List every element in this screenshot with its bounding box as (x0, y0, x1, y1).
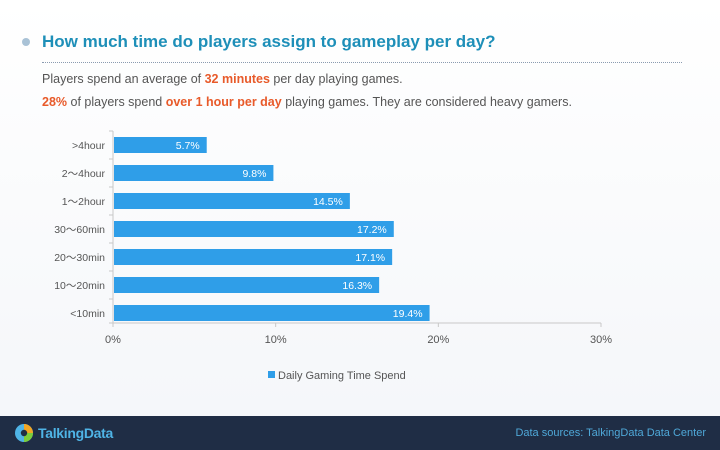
bar (114, 305, 430, 321)
logo-text: TalkingData (38, 425, 114, 441)
y-tick-label: >4hour (72, 140, 105, 152)
talkingdata-logo-icon (15, 424, 33, 442)
title-divider (42, 62, 682, 63)
summary-highlight: over 1 hour per day (165, 95, 282, 109)
data-source-text: Data sources: TalkingData Data Center (515, 427, 706, 439)
legend-label: Daily Gaming Time Spend (278, 370, 406, 382)
y-tick-label: 1～2hour (62, 196, 106, 208)
y-tick-label: 30～60min (54, 224, 105, 236)
summary-text: Players spend an average of (42, 72, 205, 86)
page-title: How much time do players assign to gamep… (42, 32, 496, 51)
bar (114, 137, 207, 153)
bar (114, 165, 274, 181)
legend-swatch (268, 371, 275, 378)
bar (114, 277, 380, 293)
summary-text: playing games. They are considered heavy… (281, 95, 572, 109)
data-label: 14.5% (313, 196, 343, 208)
y-tick-label: 2～4hour (62, 168, 106, 180)
data-label: 17.2% (357, 224, 387, 236)
data-label: 19.4% (393, 308, 423, 320)
y-tick-label: 10～20min (54, 280, 105, 292)
data-label: 17.1% (355, 252, 385, 264)
data-label: 9.8% (242, 168, 266, 180)
x-tick-label: 10% (265, 334, 287, 346)
bar (114, 249, 393, 265)
y-tick-label: 20～30min (54, 252, 105, 264)
summary-line-2: 28% of players spend over 1 hour per day… (42, 95, 572, 109)
footer: TalkingData Data sources: TalkingData Da… (0, 416, 720, 450)
bar (114, 221, 394, 237)
title-bullet-icon (22, 38, 30, 46)
data-label: 5.7% (176, 140, 200, 152)
data-label: 16.3% (342, 280, 372, 292)
x-tick-label: 30% (590, 334, 612, 346)
logo: TalkingData (14, 423, 113, 443)
y-tick-label: <10min (70, 308, 105, 320)
summary-text: of players spend (67, 95, 166, 109)
summary-highlight: 32 minutes (204, 72, 270, 86)
summary-line-1: Players spend an average of 32 minutes p… (42, 72, 403, 86)
x-tick-label: 20% (427, 334, 449, 346)
bar (114, 193, 350, 209)
x-tick-label: 0% (105, 334, 121, 346)
summary-text: per day playing games. (269, 72, 403, 86)
bar-chart: >4hour 5.7% 2～4hour 9.8% 1～2hour 14.5% 30～60mi… (54, 130, 612, 382)
title-row: How much time do players assign to gamep… (22, 32, 495, 52)
summary-highlight: 28% (42, 95, 68, 109)
